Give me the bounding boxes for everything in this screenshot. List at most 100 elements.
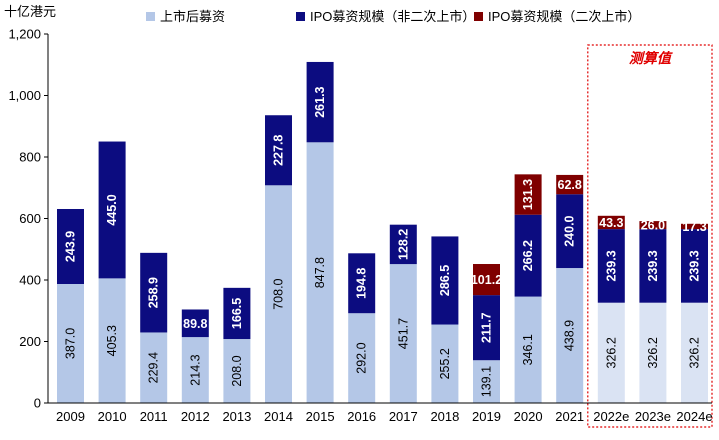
data-label: 43.3 bbox=[599, 216, 623, 230]
data-label: 89.8 bbox=[183, 317, 207, 331]
estimate-label: 测算值 bbox=[629, 50, 673, 66]
bar-segment bbox=[556, 194, 584, 269]
data-label: 227.8 bbox=[272, 135, 286, 166]
y-axis: 0 200 400 600 800 1,000 1,200 bbox=[8, 27, 49, 411]
x-tick-label: 2020 bbox=[514, 409, 543, 424]
bar-segment bbox=[597, 229, 625, 303]
bar-segment bbox=[57, 283, 84, 403]
x-tick-label: 2010 bbox=[98, 409, 127, 424]
x-tick-label: 2024e bbox=[676, 409, 712, 424]
bar-segment bbox=[681, 223, 708, 230]
bar-segment bbox=[389, 264, 417, 403]
data-label: 239.3 bbox=[604, 250, 618, 281]
legend-label: 上市后募资 bbox=[160, 9, 225, 24]
bar-segment bbox=[98, 278, 126, 403]
bar-segment bbox=[265, 185, 292, 403]
data-label: 255.2 bbox=[438, 348, 452, 379]
bar-segment bbox=[514, 296, 542, 403]
x-tick-label: 2012 bbox=[181, 409, 210, 424]
data-label: 229.4 bbox=[147, 352, 161, 383]
y-tick-label: 0 bbox=[34, 396, 41, 411]
data-label: 708.0 bbox=[272, 278, 286, 309]
bar-segment bbox=[181, 337, 209, 403]
data-label: 208.0 bbox=[230, 355, 244, 386]
data-label: 258.9 bbox=[147, 277, 161, 308]
bar-segment bbox=[431, 236, 459, 325]
data-label: 26.0 bbox=[641, 219, 665, 233]
data-label: 239.3 bbox=[688, 250, 702, 281]
bar-segment bbox=[98, 141, 126, 279]
x-tick-label: 2017 bbox=[389, 409, 418, 424]
y-tick-label: 200 bbox=[19, 334, 41, 349]
bar-segment bbox=[556, 174, 584, 195]
data-label: 240.0 bbox=[563, 215, 577, 246]
bar-segment bbox=[223, 287, 251, 340]
bar-segment bbox=[140, 252, 168, 333]
legend-swatch bbox=[474, 12, 483, 21]
data-label: 847.8 bbox=[313, 257, 327, 288]
x-tick-label: 2011 bbox=[140, 409, 168, 424]
data-label: 405.3 bbox=[105, 325, 119, 356]
bar-segment bbox=[431, 324, 459, 403]
bar-segment bbox=[306, 142, 334, 403]
bar-segment bbox=[223, 339, 251, 403]
data-label: 101.2 bbox=[471, 273, 502, 287]
data-label: 128.2 bbox=[396, 229, 410, 260]
bars: 387.0 243.9 405.3 445.0 229.4 258.9 214.3 89.8 2… bbox=[57, 61, 708, 403]
data-label: 211.7 bbox=[480, 312, 494, 343]
bar-segment bbox=[639, 229, 667, 303]
y-tick-label: 1,000 bbox=[8, 88, 41, 103]
bar-segment bbox=[348, 253, 376, 314]
bar-segment bbox=[556, 268, 584, 403]
legend-label: IPO募资规模（二次上市） bbox=[488, 9, 640, 24]
data-label: 326.2 bbox=[604, 337, 618, 368]
bar-segment bbox=[306, 61, 334, 143]
data-label: 17.3 bbox=[682, 220, 706, 234]
y-tick-label: 400 bbox=[19, 273, 41, 288]
data-label: 194.8 bbox=[355, 268, 369, 299]
x-tick-label: 2016 bbox=[347, 409, 376, 424]
data-label: 243.9 bbox=[64, 231, 78, 262]
legend: 上市后募资 IPO募资规模（非二次上市） IPO募资规模（二次上市） bbox=[146, 9, 640, 24]
y-axis-unit-label: 十亿港元 bbox=[4, 4, 56, 19]
data-label: 261.3 bbox=[313, 86, 327, 117]
data-label: 286.5 bbox=[438, 265, 452, 296]
data-label: 214.3 bbox=[188, 354, 202, 385]
bar-segment bbox=[681, 302, 708, 403]
y-tick-label: 1,200 bbox=[8, 27, 41, 42]
x-tick-label: 2015 bbox=[306, 409, 335, 424]
data-label: 438.9 bbox=[563, 320, 577, 351]
bar-segment bbox=[639, 302, 667, 403]
y-tick-label: 600 bbox=[19, 211, 41, 226]
bar-segment bbox=[473, 264, 500, 296]
data-label: 326.2 bbox=[688, 337, 702, 368]
bar-segment bbox=[514, 214, 542, 297]
bar-segment bbox=[389, 224, 417, 265]
bar-segment bbox=[265, 115, 292, 186]
data-label: 451.7 bbox=[396, 318, 410, 349]
data-label: 131.3 bbox=[521, 179, 535, 210]
bar-segment bbox=[597, 215, 625, 230]
x-tick-label: 2014 bbox=[264, 409, 293, 424]
data-label: 346.1 bbox=[521, 334, 535, 365]
data-label: 292.0 bbox=[355, 342, 369, 373]
legend-label: IPO募资规模（非二次上市） bbox=[310, 9, 475, 24]
bar-segment bbox=[473, 360, 500, 403]
data-label: 166.5 bbox=[230, 298, 244, 329]
x-tick-label: 2023e bbox=[635, 409, 671, 424]
bar-segment bbox=[597, 302, 625, 403]
x-tick-label: 2019 bbox=[472, 409, 501, 424]
data-label: 326.2 bbox=[646, 337, 660, 368]
x-tick-label: 2013 bbox=[222, 409, 251, 424]
bar-segment bbox=[514, 174, 542, 215]
data-label: 139.1 bbox=[480, 366, 494, 397]
estimate-dashed-box bbox=[587, 44, 713, 428]
x-tick-label: 2021 bbox=[555, 409, 584, 424]
data-label: 239.3 bbox=[646, 250, 660, 281]
bar-segment bbox=[681, 229, 708, 303]
x-axis: 2009 2010 2011 2012 2013 2014 2015 2016 2017 2018… bbox=[48, 402, 713, 424]
estimate-region: 测算值 bbox=[587, 44, 713, 428]
data-label: 387.0 bbox=[64, 328, 78, 359]
